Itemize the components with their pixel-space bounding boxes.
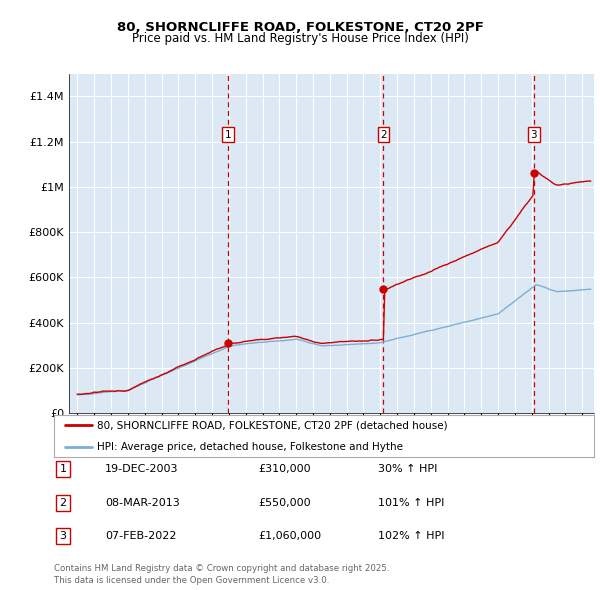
Text: 08-MAR-2013: 08-MAR-2013 — [105, 498, 180, 507]
Text: 19-DEC-2003: 19-DEC-2003 — [105, 464, 179, 474]
Text: 2: 2 — [59, 498, 67, 507]
Text: £550,000: £550,000 — [258, 498, 311, 507]
Text: 1: 1 — [59, 464, 67, 474]
Text: HPI: Average price, detached house, Folkestone and Hythe: HPI: Average price, detached house, Folk… — [97, 442, 403, 451]
Text: 1: 1 — [225, 130, 232, 140]
Text: 80, SHORNCLIFFE ROAD, FOLKESTONE, CT20 2PF (detached house): 80, SHORNCLIFFE ROAD, FOLKESTONE, CT20 2… — [97, 421, 448, 430]
Text: 3: 3 — [59, 532, 67, 541]
Text: 80, SHORNCLIFFE ROAD, FOLKESTONE, CT20 2PF: 80, SHORNCLIFFE ROAD, FOLKESTONE, CT20 2… — [116, 21, 484, 34]
Text: £1,060,000: £1,060,000 — [258, 532, 321, 541]
Text: 30% ↑ HPI: 30% ↑ HPI — [378, 464, 437, 474]
Text: Contains HM Land Registry data © Crown copyright and database right 2025.
This d: Contains HM Land Registry data © Crown c… — [54, 565, 389, 585]
Text: 2: 2 — [380, 130, 387, 140]
Text: 102% ↑ HPI: 102% ↑ HPI — [378, 532, 445, 541]
Text: 101% ↑ HPI: 101% ↑ HPI — [378, 498, 445, 507]
Text: 3: 3 — [530, 130, 537, 140]
Text: 07-FEB-2022: 07-FEB-2022 — [105, 532, 176, 541]
Text: £310,000: £310,000 — [258, 464, 311, 474]
Text: Price paid vs. HM Land Registry's House Price Index (HPI): Price paid vs. HM Land Registry's House … — [131, 32, 469, 45]
